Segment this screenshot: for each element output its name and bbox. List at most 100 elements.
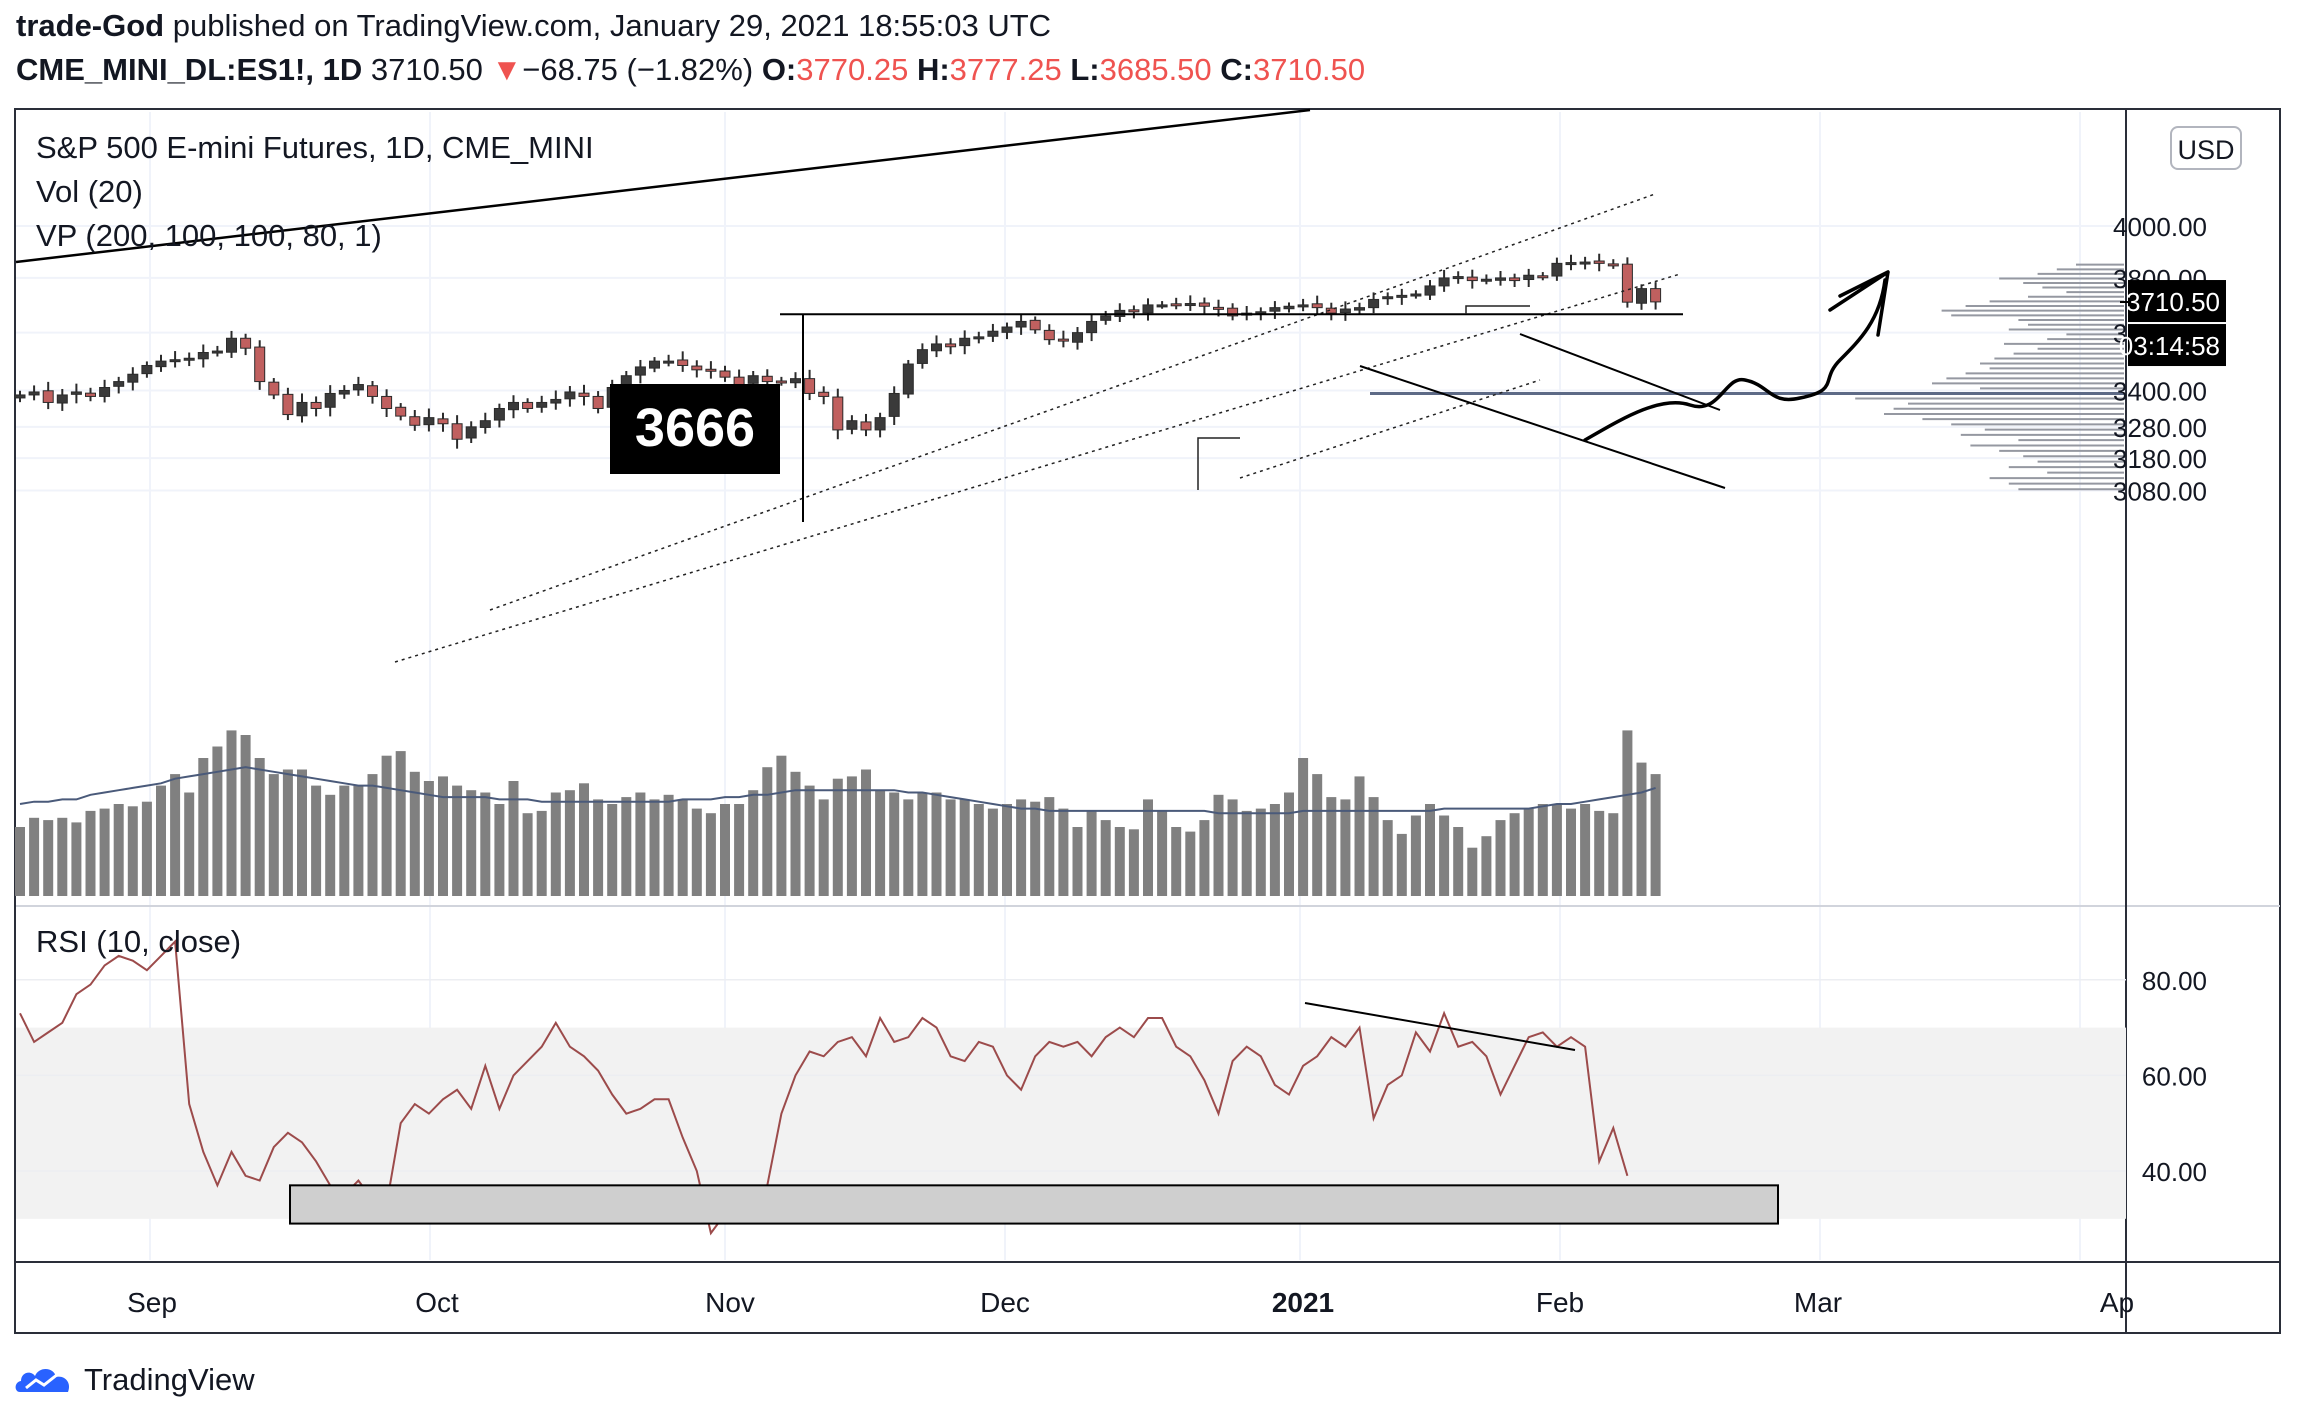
volume-ma-line	[19, 766, 1656, 815]
candle-down	[395, 406, 407, 417]
volume-bar	[1354, 776, 1365, 896]
footer: TradingView	[14, 1362, 255, 1398]
open-value: 3770.25	[796, 52, 909, 87]
annotation-3666-label: 3666	[635, 398, 755, 458]
candle-down	[522, 401, 534, 409]
volume-bar	[240, 735, 251, 896]
volume-bar	[1608, 813, 1619, 896]
candle-down	[1650, 288, 1662, 303]
volume-bar	[1439, 815, 1450, 896]
price-tick-label: 3280.00	[2113, 413, 2207, 443]
candle-up	[70, 391, 82, 395]
candle-up	[197, 351, 209, 360]
volume-bar	[85, 810, 96, 896]
volume-bar	[212, 746, 223, 896]
candle-up	[1636, 288, 1647, 304]
price-candles	[14, 253, 1662, 449]
volume-bar	[663, 794, 674, 896]
candle-down	[677, 359, 689, 366]
candle-down	[1621, 263, 1633, 303]
candle-up	[902, 363, 914, 395]
candle-down	[1509, 277, 1521, 282]
candle-up	[99, 386, 111, 397]
candle-up	[959, 337, 971, 347]
rsi-line	[19, 939, 1629, 1236]
volume-bar	[1410, 815, 1421, 896]
candle-down	[691, 365, 703, 371]
candle-down	[451, 423, 463, 440]
main-series-legend[interactable]: S&P 500 E-mini Futures, 1D, CME_MINI	[36, 130, 594, 165]
high-label: H:	[916, 52, 950, 87]
candle-up	[790, 378, 801, 384]
candle-up	[1086, 320, 1098, 334]
volume-bar	[1453, 827, 1464, 896]
candle-down	[775, 380, 787, 384]
open-label: O:	[761, 52, 797, 87]
tradingview-cloud-logo-icon[interactable]	[14, 1362, 76, 1398]
candle-up	[874, 417, 886, 431]
published-text: published on TradingView.com, January 29…	[172, 8, 1052, 43]
volume-bar	[931, 792, 942, 896]
volume-bar	[1425, 804, 1435, 896]
down-arrow-icon: ▼	[491, 52, 523, 87]
author-name[interactable]: trade-God	[16, 8, 165, 43]
volume-legend[interactable]: Vol (20)	[36, 174, 143, 209]
wedge-lower-line	[1359, 365, 1726, 489]
time-tick-label: Oct	[415, 1287, 459, 1318]
time-tick-label: 2021	[1272, 1287, 1334, 1318]
volume-bar	[593, 799, 604, 896]
volume-bar	[1044, 797, 1055, 896]
candle-up	[1424, 285, 1436, 296]
volume-bar	[1016, 799, 1027, 896]
candle-up	[747, 375, 759, 384]
date-range-marker	[1197, 437, 1240, 490]
candle-up	[508, 401, 519, 411]
volume-bar	[579, 783, 589, 896]
close-label: C:	[1220, 52, 1254, 87]
candle-down	[592, 395, 604, 409]
volume-bar	[818, 799, 829, 896]
footer-brand[interactable]: TradingView	[84, 1362, 255, 1397]
candle-up	[1495, 277, 1506, 281]
ohlc-header: CME_MINI_DL:ES1!, 1D 3710.50 ▼−68.75 (−1…	[16, 52, 1365, 88]
volume-bar	[113, 804, 124, 896]
grid-lines	[16, 110, 2280, 1332]
volume-bar	[677, 799, 688, 896]
volume-bar	[1100, 820, 1111, 896]
last-price-badge	[2128, 280, 2226, 323]
volume-bar	[43, 820, 54, 896]
vp-legend[interactable]: VP (200, 100, 100, 80, 1)	[36, 218, 382, 253]
price-tick-label: 3080.00	[2113, 477, 2207, 507]
volume-bar	[875, 790, 886, 896]
volume-bar	[423, 781, 434, 896]
candle-down	[945, 343, 957, 348]
volume-bar	[480, 792, 491, 896]
volume-bars	[15, 730, 1661, 896]
volume-bar	[1185, 831, 1196, 896]
volume-bar	[987, 808, 998, 896]
volume-bar	[1241, 810, 1252, 896]
volume-bar	[1326, 797, 1337, 896]
candle-up	[987, 330, 999, 337]
volume-bar	[409, 771, 420, 896]
candle-up	[1480, 278, 1492, 282]
currency-button[interactable]: USD	[2170, 126, 2242, 170]
last-price: 3710.50	[370, 52, 483, 87]
rsi-support-box	[289, 1184, 1779, 1225]
volume-bar	[1481, 836, 1492, 896]
rsi-divergence-line	[1304, 1002, 1576, 1051]
candle-down	[437, 418, 449, 425]
axes: 4000.003800.003600.003400.003280.003180.…	[127, 212, 2226, 1318]
volume-bar	[917, 792, 928, 896]
volume-bar	[1199, 820, 1210, 896]
candle-up	[931, 343, 942, 352]
price-tick-label: 3180.00	[2113, 444, 2207, 474]
candle-down	[761, 375, 773, 383]
volume-bar	[71, 822, 82, 896]
rsi-legend[interactable]: RSI (10, close)	[36, 924, 242, 959]
trendline-long	[15, 108, 1311, 264]
volume-bar	[1143, 799, 1153, 896]
volume-bar	[170, 774, 181, 896]
volume-bar	[1227, 799, 1238, 896]
